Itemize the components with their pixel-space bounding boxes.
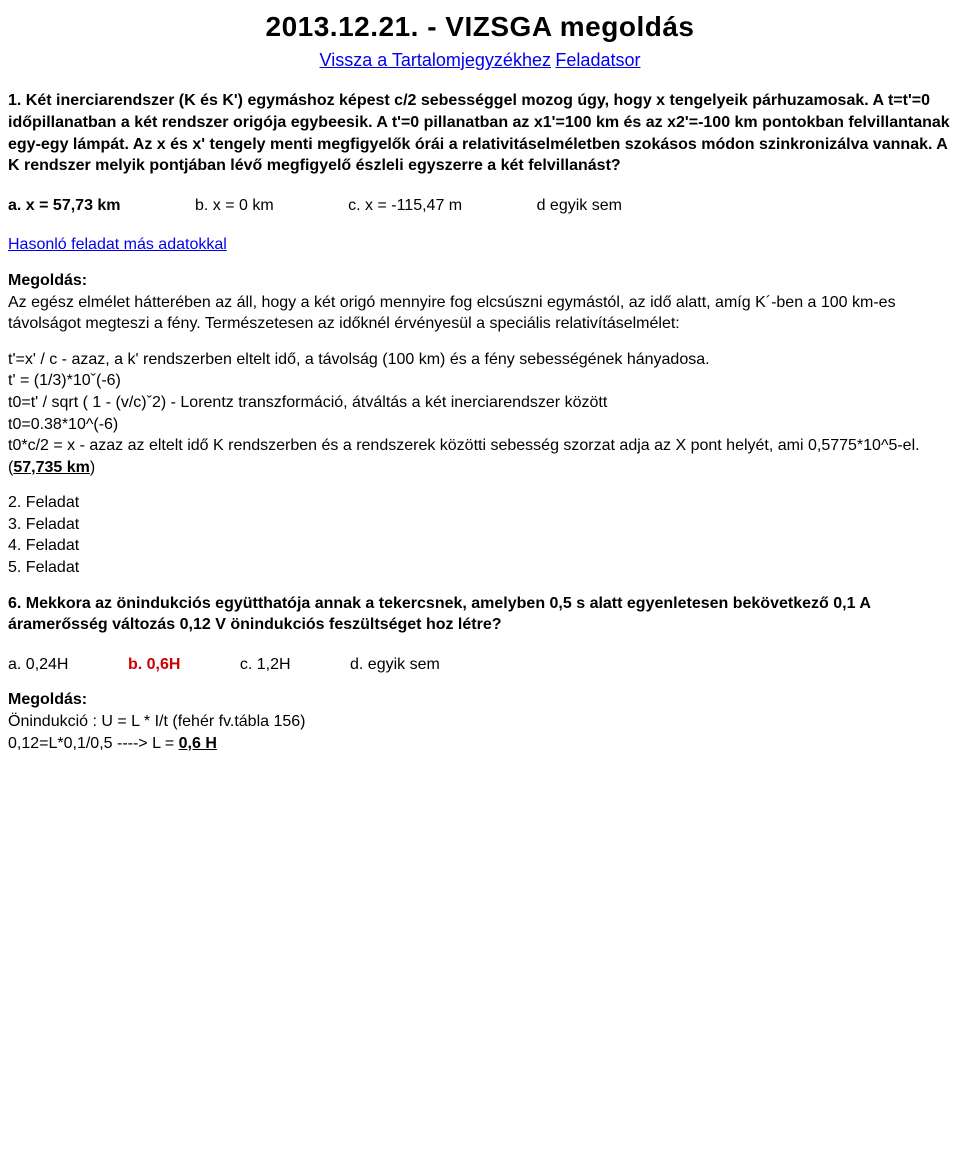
q6-answer-c: c. 1,2H [240, 654, 291, 676]
sol6-l1: Önindukció : U = L * I/t (fehér fv.tábla… [8, 711, 952, 733]
q6-answer-a: a. 0,24H [8, 654, 68, 676]
sol1-l1: t'=x' / c - azaz, a k' rendszerben eltel… [8, 349, 952, 371]
tasks-link[interactable]: Feladatsor [555, 50, 640, 70]
q1-answers: a. x = 57,73 km b. x = 0 km c. x = -115,… [8, 195, 952, 217]
solution-label-1: Megoldás: [8, 270, 952, 292]
question-1: 1. Két inerciarendszer (K és K') egymásh… [8, 90, 952, 176]
q6-answer-b: b. 0,6H [128, 654, 180, 676]
task-5: 5. Feladat [8, 557, 952, 579]
similar-link[interactable]: Hasonló feladat más adatokkal [8, 236, 227, 253]
task-4: 4. Feladat [8, 535, 952, 557]
solution-6: Megoldás: Önindukció : U = L * I/t (fehé… [8, 689, 952, 754]
similar-link-wrap: Hasonló feladat más adatokkal [8, 234, 952, 256]
question-6: 6. Mekkora az önindukciós együtthatója a… [8, 593, 952, 636]
sol1-p1: Az egész elmélet hátterében az áll, hogy… [8, 292, 952, 335]
q1-answer-d: d egyik sem [537, 195, 622, 217]
page-title: 2013.12.21. - VIZSGA megoldás [8, 8, 952, 46]
nav-links: Vissza a Tartalomjegyzékhez Feladatsor [8, 48, 952, 73]
sol1-l5-bold: 57,735 km [13, 459, 90, 476]
sol6-l2-pre: 0,12=L*0,1/0,5 ----> L = [8, 735, 179, 752]
task-list: 2. Feladat 3. Feladat 4. Feladat 5. Fela… [8, 492, 952, 578]
task-3: 3. Feladat [8, 514, 952, 536]
sol1-l2: t' = (1/3)*10ˇ(-6) [8, 370, 952, 392]
sol6-l2: 0,12=L*0,1/0,5 ----> L = 0,6 H [8, 733, 952, 755]
sol1-lines: t'=x' / c - azaz, a k' rendszerben eltel… [8, 349, 952, 479]
q1-answer-c: c. x = -115,47 m [348, 195, 462, 217]
sol1-l5: t0*c/2 = x - azaz az eltelt idő K rendsz… [8, 435, 952, 478]
q6-answer-d: d. egyik sem [350, 654, 440, 676]
sol1-l4: t0=0.38*10^(-6) [8, 414, 952, 436]
q1-answer-b: b. x = 0 km [195, 195, 274, 217]
sol1-l5-post: ) [90, 459, 95, 476]
sol1-l3: t0=t' / sqrt ( 1 - (v/c)ˇ2) - Lorentz tr… [8, 392, 952, 414]
sol6-l2-bold: 0,6 H [179, 735, 217, 752]
solution-label-6: Megoldás: [8, 689, 952, 711]
back-link[interactable]: Vissza a Tartalomjegyzékhez [320, 50, 551, 70]
sol1-l5-pre: t0*c/2 = x - azaz az eltelt idő K rendsz… [8, 437, 920, 476]
solution-1: Megoldás: Az egész elmélet hátterében az… [8, 270, 952, 335]
task-2: 2. Feladat [8, 492, 952, 514]
q6-answers: a. 0,24H b. 0,6H c. 1,2H d. egyik sem [8, 654, 952, 676]
q1-answer-a: a. x = 57,73 km [8, 195, 121, 217]
